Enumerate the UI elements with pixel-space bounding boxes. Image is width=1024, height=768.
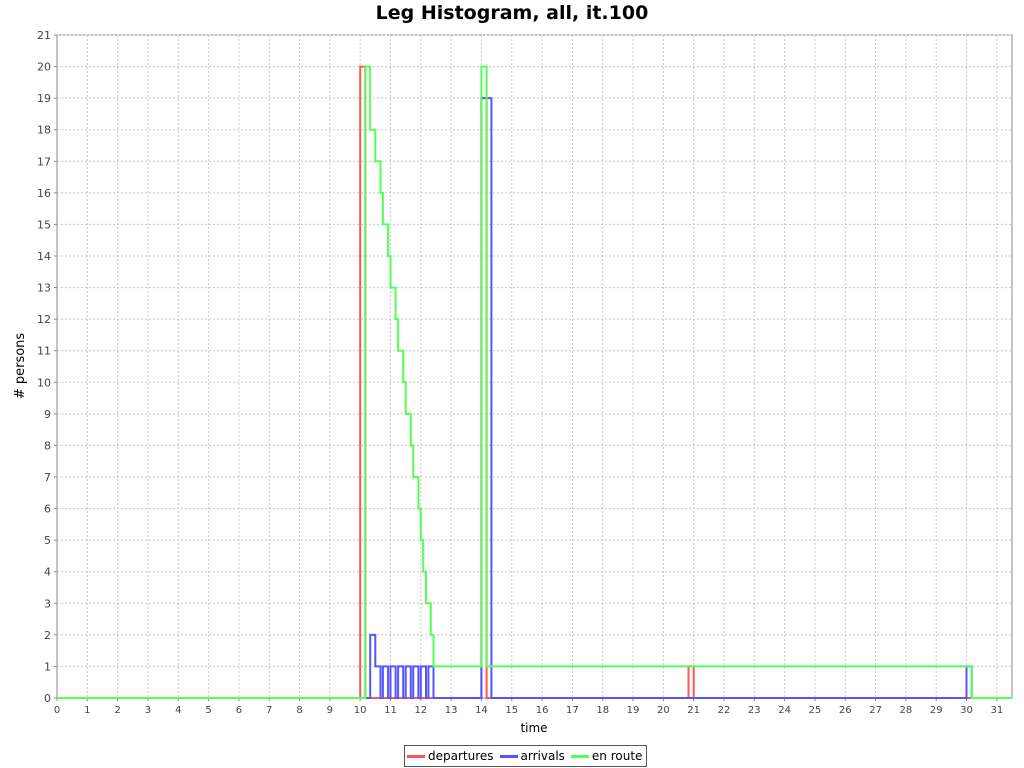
x-tick-label: 10 xyxy=(354,705,367,716)
y-tick-label: 5 xyxy=(44,534,51,547)
y-tick-label: 16 xyxy=(37,187,51,200)
legend-item-departures: departures xyxy=(407,749,494,763)
x-tick-label: 22 xyxy=(718,705,731,716)
legend-label: arrivals xyxy=(520,749,565,763)
x-tick-label: 3 xyxy=(145,705,151,716)
chart-title: Leg Histogram, all, it.100 xyxy=(375,2,649,24)
x-tick-label: 5 xyxy=(205,705,211,716)
legend-item-en-route: en route xyxy=(570,749,643,763)
x-tick-label: 29 xyxy=(930,705,943,716)
y-tick-label: 18 xyxy=(37,124,51,137)
x-tick-label: 20 xyxy=(657,705,670,716)
x-tick-label: 30 xyxy=(960,705,973,716)
legend-swatch xyxy=(407,754,425,758)
x-tick-label: 12 xyxy=(414,705,427,716)
x-tick-label: 24 xyxy=(778,705,791,716)
x-tick-label: 11 xyxy=(384,705,397,716)
y-tick-label: 0 xyxy=(44,692,51,705)
series-lines xyxy=(57,65,1012,699)
legend-item-arrivals: arrivals xyxy=(499,749,565,763)
x-tick-label: 15 xyxy=(505,705,518,716)
x-tick-label: 28 xyxy=(900,705,913,716)
x-tick-label: 18 xyxy=(596,705,609,716)
legend-label: en route xyxy=(591,749,643,763)
legend: departures arrivals en route xyxy=(404,745,648,767)
y-tick-label: 21 xyxy=(37,29,51,42)
y-tick-label: 15 xyxy=(37,218,51,231)
x-tick-label: 31 xyxy=(990,705,1003,716)
axis-ticks: 0 1 2 3 4 5 6 7 8 9 10 11 12 13 14 15 16 17 18 19 20 21 22 23 24… xyxy=(37,29,1003,716)
x-tick-label: 0 xyxy=(54,705,60,716)
x-tick-label: 4 xyxy=(175,705,181,716)
y-tick-label: 7 xyxy=(44,471,51,484)
x-tick-label: 7 xyxy=(266,705,272,716)
y-tick-label: 20 xyxy=(37,61,51,74)
y-tick-label: 1 xyxy=(44,660,51,673)
y-tick-label: 13 xyxy=(37,282,51,295)
legend-label: departures xyxy=(428,749,494,763)
x-tick-label: 19 xyxy=(627,705,640,716)
x-tick-label: 17 xyxy=(566,705,579,716)
y-tick-label: 11 xyxy=(37,345,51,358)
x-tick-label: 23 xyxy=(748,705,761,716)
x-tick-label: 8 xyxy=(296,705,302,716)
x-tick-label: 25 xyxy=(809,705,822,716)
y-tick-label: 14 xyxy=(37,250,51,263)
x-tick-label: 14 xyxy=(475,705,488,716)
x-axis-label: time xyxy=(520,721,547,735)
y-tick-label: 3 xyxy=(44,597,51,610)
x-tick-label: 6 xyxy=(236,705,242,716)
y-tick-label: 10 xyxy=(37,376,51,389)
y-tick-label: 9 xyxy=(44,408,51,421)
x-tick-label: 26 xyxy=(839,705,852,716)
x-tick-label: 21 xyxy=(687,705,700,716)
y-tick-label: 12 xyxy=(37,313,51,326)
y-tick-label: 19 xyxy=(37,92,51,105)
x-tick-label: 9 xyxy=(327,705,333,716)
y-tick-label: 8 xyxy=(44,439,51,452)
plot-area xyxy=(56,34,1013,699)
y-tick-label: 17 xyxy=(37,155,51,168)
y-tick-label: 2 xyxy=(44,629,51,642)
y-tick-label: 6 xyxy=(44,503,51,516)
x-tick-label: 13 xyxy=(445,705,458,716)
y-axis-label: # persons xyxy=(13,333,28,400)
grid-lines xyxy=(57,34,1012,698)
y-tick-label: 4 xyxy=(44,566,51,579)
legend-swatch xyxy=(570,754,589,758)
legend-swatch xyxy=(499,754,518,758)
x-tick-label: 16 xyxy=(536,705,549,716)
x-tick-label: 1 xyxy=(84,705,90,716)
series-line-en-route xyxy=(57,65,1012,699)
x-tick-label: 27 xyxy=(869,705,882,716)
x-tick-label: 2 xyxy=(114,705,120,716)
